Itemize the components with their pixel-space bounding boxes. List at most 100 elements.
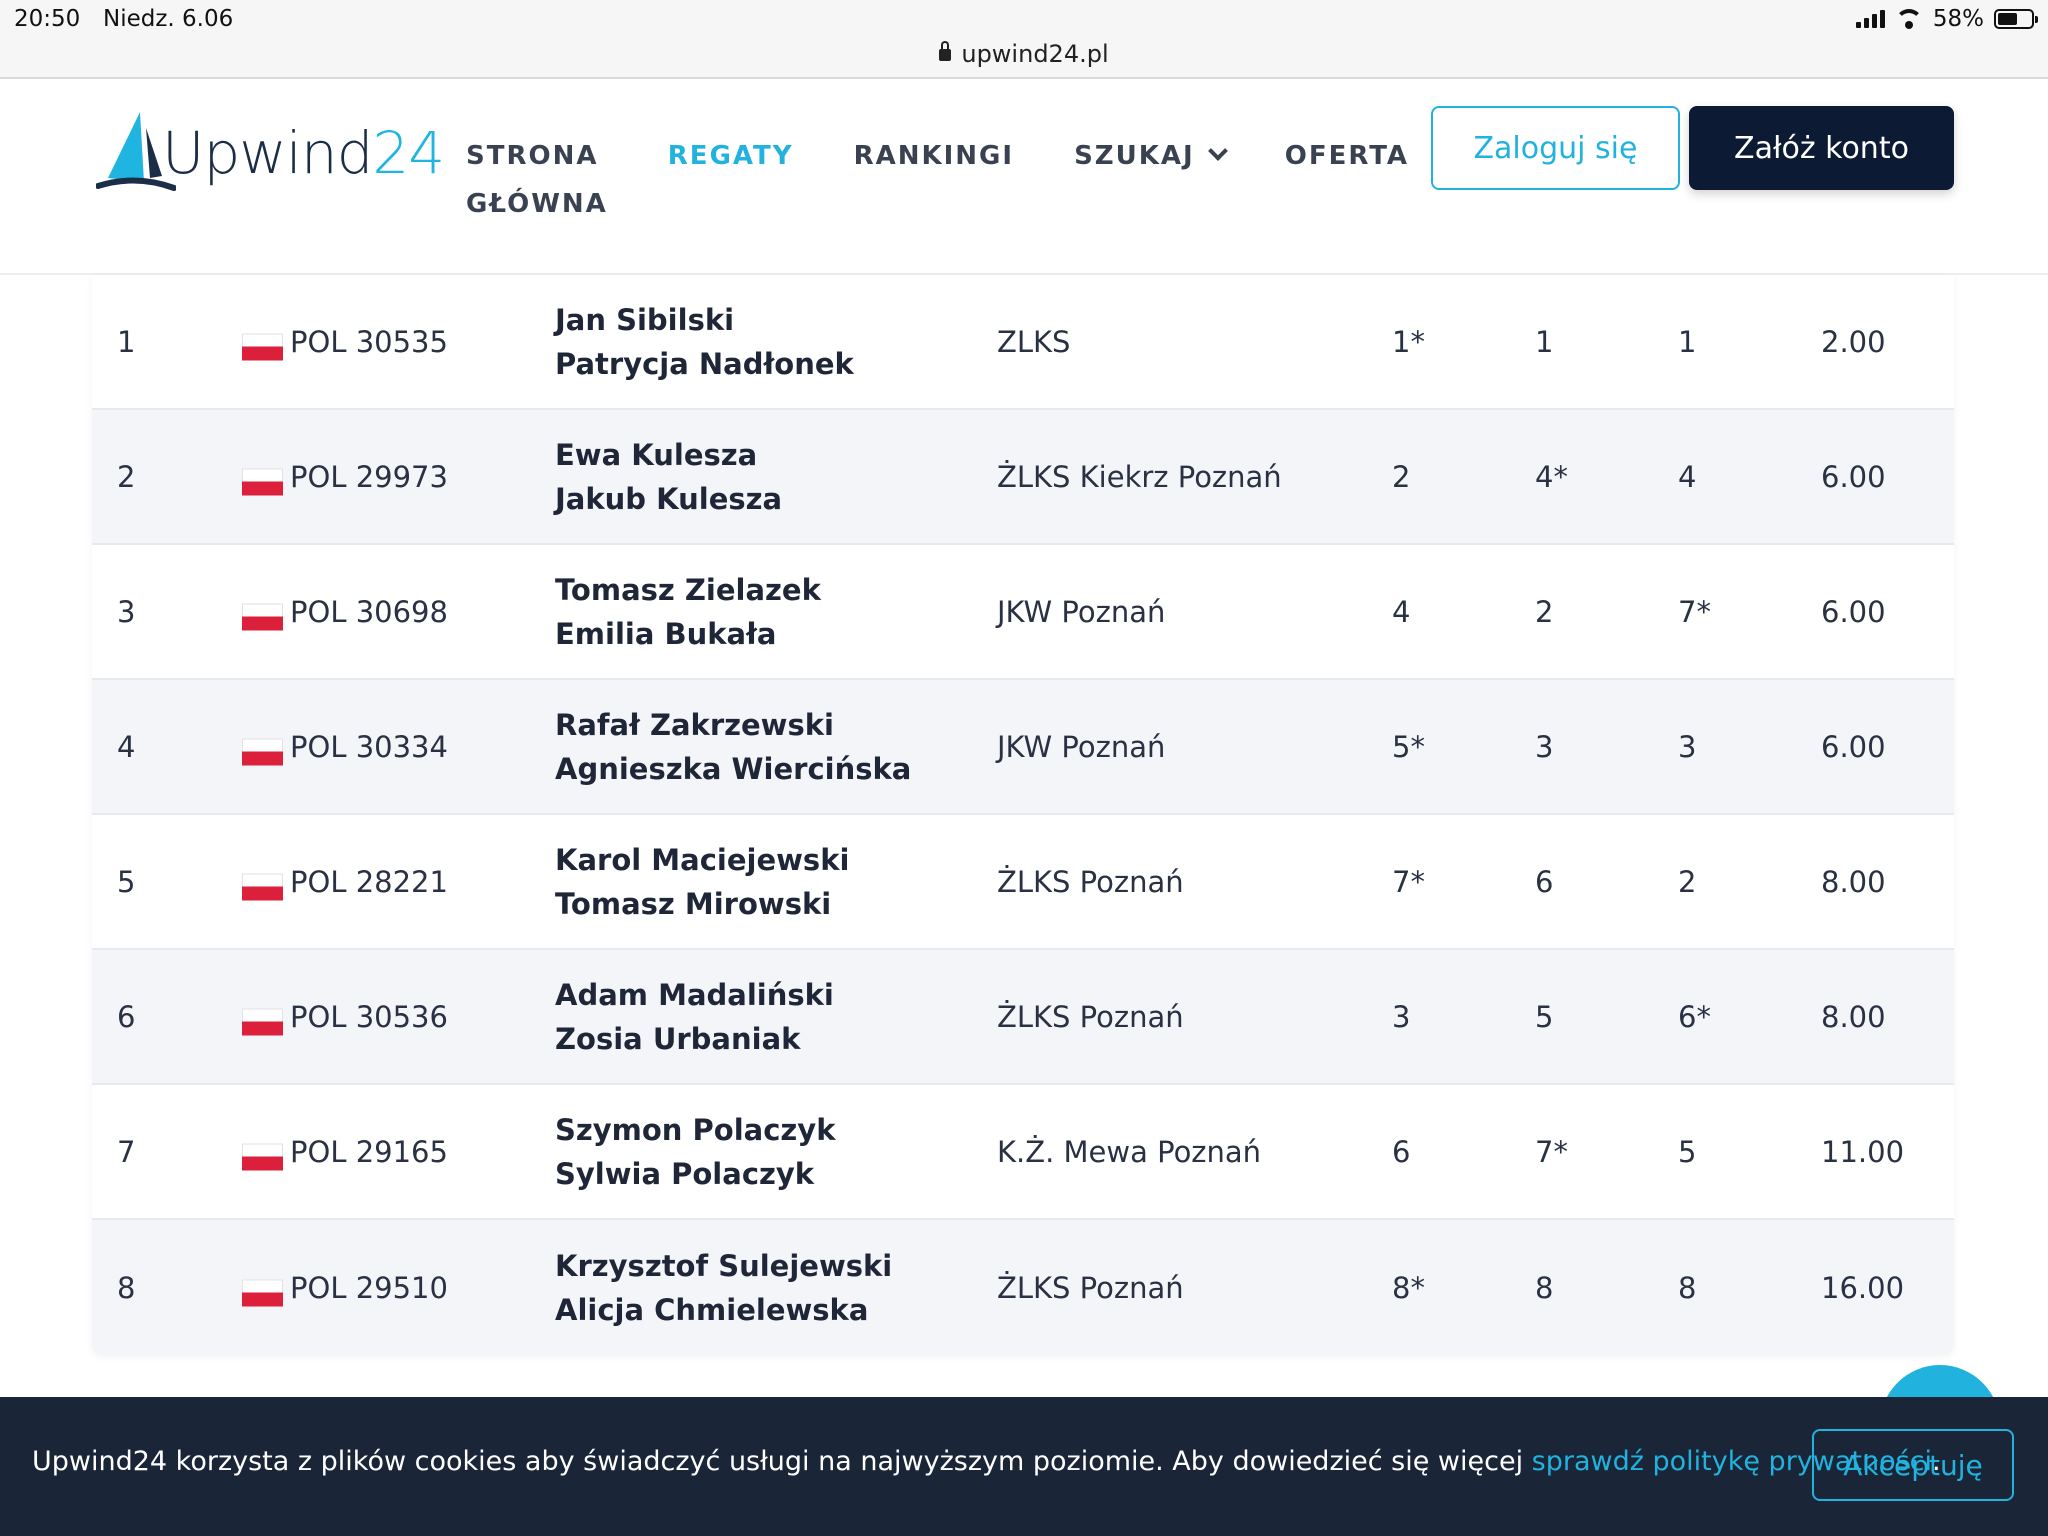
race-2-cell: 6 [1535,864,1554,899]
rank-cell: 2 [117,459,136,494]
nav-strona-glowna[interactable]: STRONA GŁÓWNA [466,132,608,228]
points-cell: 11.00 [1821,1134,1905,1169]
table-row[interactable]: 4 POL 30334 Rafał Zakrzewski Agnieszka Wier… [92,680,1954,815]
wifi-icon [1894,9,1923,29]
nav-label: REGATY [667,141,794,171]
cookie-message: Upwind24 korzysta z plików cookies aby ś… [32,1446,1941,1477]
helm-name: Szymon Polaczyk [555,1112,836,1147]
points-cell: 16.00 [1821,1270,1905,1305]
sail-number-cell: POL 30535 [290,324,448,359]
crew-cell[interactable]: Tomasz Zielazek Emilia Bukała [555,568,821,656]
table-row[interactable]: 2 POL 29973 Ewa Kulesza Jakub Kulesza ŻLKS K… [92,410,1954,545]
sailboat-logo-icon [96,112,176,191]
site-header: Upwind24 STRONA GŁÓWNA REGATY RANKINGI S… [0,80,2048,275]
club-cell: ŻLKS Poznań [997,999,1184,1034]
cookie-banner: Upwind24 korzysta z plików cookies aby ś… [0,1397,2048,1536]
points-cell: 6.00 [1821,594,1886,629]
crew-cell[interactable]: Jan Sibilski Patrycja Nadłonek [555,298,854,386]
table-row[interactable]: 6 POL 30536 Adam Madaliński Zosia Urbaniak Ż… [92,950,1954,1085]
helm-name: Karol Maciejewski [555,842,850,877]
crew-cell[interactable]: Rafał Zakrzewski Agnieszka Wiercińska [555,703,911,791]
crew-cell[interactable]: Ewa Kulesza Jakub Kulesza [555,433,782,521]
table-row[interactable]: 8 POL 29510 Krzysztof Sulejewski Alicja Chm… [92,1220,1954,1355]
race-2-cell: 4* [1535,459,1568,494]
rank-cell: 5 [117,864,136,899]
helm-name: Ewa Kulesza [555,437,758,472]
privacy-policy-link[interactable]: sprawdź politykę prywatności [1531,1446,1933,1477]
club-cell: K.Ż. Mewa Poznań [997,1134,1262,1169]
helm-name: Tomasz Zielazek [555,572,821,607]
poland-flag-icon [242,1008,283,1035]
race-3-cell: 6* [1678,999,1711,1034]
site-logo[interactable]: Upwind24 [96,108,445,198]
club-cell: ŻLKS Poznań [997,1270,1184,1305]
helm-name: Jan Sibilski [555,302,735,337]
race-3-cell: 7* [1678,594,1711,629]
main-nav: STRONA GŁÓWNA REGATY RANKINGI SZUKAJ OFE… [466,132,1469,228]
race-3-cell: 2 [1678,864,1697,899]
sail-number-cell: POL 29510 [290,1270,448,1305]
nav-rankingi[interactable]: RANKINGI [854,132,1015,228]
table-row[interactable]: 3 POL 30698 Tomasz Zielazek Emilia Bukała JK… [92,545,1954,680]
poland-flag-icon [242,1279,283,1306]
logo-wordmark: Upwind24 [162,119,445,187]
race-1-cell: 7* [1392,864,1425,899]
race-1-cell: 4 [1392,594,1411,629]
cellular-signal-icon [1855,10,1885,28]
helm-name: Krzysztof Sulejewski [555,1248,893,1283]
race-3-cell: 1 [1678,324,1697,359]
sail-number-cell: POL 30536 [290,999,448,1034]
poland-flag-icon [242,873,283,900]
race-3-cell: 4 [1678,459,1697,494]
address-bar[interactable]: upwind24.pl [0,40,2048,68]
status-time: 20:50 [14,6,81,32]
club-cell: ŻLKS Kiekrz Poznań [997,459,1282,494]
race-1-cell: 3 [1392,999,1411,1034]
crew-cell[interactable]: Adam Madaliński Zosia Urbaniak [555,973,834,1061]
race-3-cell: 5 [1678,1134,1697,1169]
crew-cell[interactable]: Karol Maciejewski Tomasz Mirowski [555,838,849,926]
race-2-cell: 2 [1535,594,1554,629]
crew-name: Agnieszka Wiercińska [555,751,912,786]
race-2-cell: 5 [1535,999,1554,1034]
battery-icon [1994,9,2038,29]
club-cell: JKW Poznań [997,729,1166,764]
login-button[interactable]: Zaloguj się [1431,106,1680,190]
rank-cell: 3 [117,594,136,629]
points-cell: 8.00 [1821,864,1886,899]
crew-name: Zosia Urbaniak [555,1021,801,1056]
register-button[interactable]: Załóż konto [1689,106,1954,190]
nav-label-line2: GŁÓWNA [466,189,608,219]
race-2-cell: 3 [1535,729,1554,764]
race-2-cell: 8 [1535,1270,1554,1305]
poland-flag-icon [242,603,283,630]
crew-cell[interactable]: Szymon Polaczyk Sylwia Polaczyk [555,1108,836,1196]
race-1-cell: 2 [1392,459,1411,494]
poland-flag-icon [242,333,283,360]
nav-oferta[interactable]: OFERTA [1285,132,1409,228]
sail-number-cell: POL 30698 [290,594,448,629]
sail-number-cell: POL 29973 [290,459,448,494]
nav-regaty[interactable]: REGATY [668,132,794,228]
chevron-down-icon [1207,141,1228,161]
table-row[interactable]: 1 POL 30535 Jan Sibilski Patrycja Nadłonek Z… [92,275,1954,410]
crew-name: Emilia Bukała [555,616,777,651]
url-text: upwind24.pl [961,40,1109,68]
crew-cell[interactable]: Krzysztof Sulejewski Alicja Chmielewska [555,1244,892,1332]
lock-icon [939,41,952,61]
table-row[interactable]: 5 POL 28221 Karol Maciejewski Tomasz Mirows… [92,815,1954,950]
table-row[interactable]: 7 POL 29165 Szymon Polaczyk Sylwia Polaczyk… [92,1085,1954,1220]
crew-name: Patrycja Nadłonek [555,346,854,381]
points-cell: 2.00 [1821,324,1886,359]
accept-cookies-button[interactable]: Akceptuję [1812,1429,2014,1501]
sail-number-cell: POL 30334 [290,729,448,764]
sail-number-cell: POL 29165 [290,1134,448,1169]
crew-name: Tomasz Mirowski [555,886,832,921]
club-cell: ŻLKS Poznań [997,864,1184,899]
points-cell: 6.00 [1821,459,1886,494]
race-2-cell: 1 [1535,324,1554,359]
nav-szukaj[interactable]: SZUKAJ [1074,132,1228,228]
race-1-cell: 5* [1392,729,1425,764]
status-indicators: 58% [1855,6,2038,32]
poland-flag-icon [242,468,283,495]
